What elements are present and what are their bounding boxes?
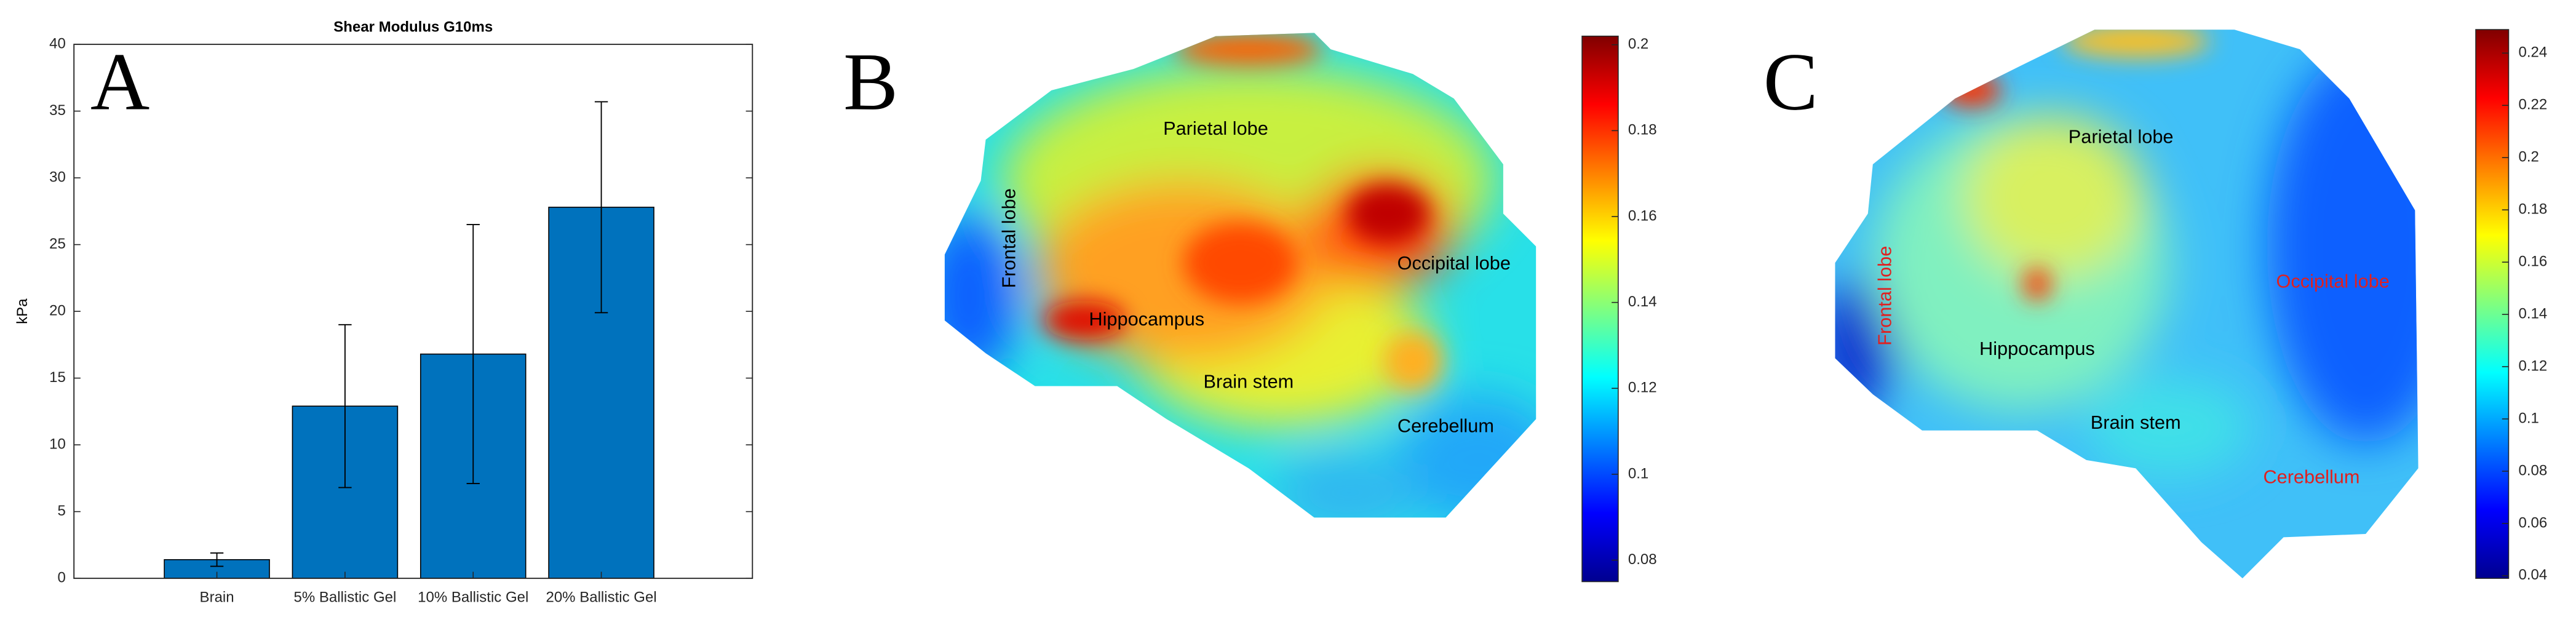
region-label: Occipital lobe	[2276, 270, 2390, 292]
y-tick-label: 20	[49, 302, 66, 319]
colorbar-tick-label: 0.14	[2518, 305, 2547, 322]
colorbar-tick-label: 0.18	[1628, 122, 1657, 138]
region-label: Brain stem	[1204, 370, 1294, 392]
panel-label: B	[843, 36, 898, 127]
y-tick-label: 25	[49, 236, 66, 252]
region-label: Hippocampus	[1089, 308, 1204, 330]
colorbar-tick-label: 0.1	[2518, 410, 2538, 426]
panel-label: C	[1763, 36, 1818, 127]
x-tick-label: 10% Ballistic Gel	[418, 589, 528, 606]
error-bar	[466, 224, 480, 485]
error-bar	[338, 324, 352, 488]
y-axis-label: kPa	[14, 298, 31, 324]
y-tick-label: 40	[49, 35, 66, 52]
y-tick-label: 5	[58, 503, 66, 519]
brain-map-c	[1835, 30, 2419, 579]
y-tick-label: 15	[49, 369, 66, 386]
region-label: Hippocampus	[1979, 338, 2095, 359]
colorbar-tick-label: 0.22	[2518, 97, 2547, 113]
colorbar-tick-label: 0.2	[2518, 149, 2538, 165]
region-label: Brain stem	[2091, 412, 2181, 433]
region-label: Cerebellum	[2263, 466, 2359, 487]
x-tick-label: 20% Ballistic Gel	[546, 589, 656, 606]
colorbar-tick-label: 0.2	[1628, 36, 1648, 52]
error-bar	[210, 552, 224, 567]
colorbar-tick-label: 0.24	[2518, 44, 2547, 61]
region-label: Cerebellum	[1397, 415, 1494, 437]
colorbar-tick-label: 0.14	[1628, 293, 1657, 310]
error-bar	[594, 101, 608, 314]
colorbar-tick-label: 0.08	[2518, 462, 2547, 479]
panel-label: A	[90, 36, 149, 127]
region-label: Frontal lobe	[998, 188, 1020, 288]
colorbar-tick-label: 0.06	[2518, 514, 2547, 531]
x-tick-label: Brain	[200, 589, 234, 606]
chart-title: Shear Modulus G10ms	[333, 19, 493, 36]
colorbar	[1581, 35, 1619, 583]
x-tick-label: 5% Ballistic Gel	[293, 589, 396, 606]
colorbar-tick-label: 0.12	[1628, 380, 1657, 396]
axes-box	[73, 44, 753, 579]
region-label: Frontal lobe	[1874, 246, 1895, 346]
colorbar-tick-label: 0.12	[2518, 357, 2547, 374]
region-label: Parietal lobe	[1163, 117, 1268, 139]
colorbar-tick-label: 0.16	[1628, 207, 1657, 224]
y-tick-label: 35	[49, 102, 66, 119]
colorbar-tick-label: 0.08	[1628, 551, 1657, 568]
region-label: Occipital lobe	[1397, 252, 1511, 274]
y-tick-label: 10	[49, 436, 66, 452]
colorbar-tick-label: 0.16	[2518, 253, 2547, 269]
brain-map-b	[944, 33, 1536, 518]
colorbar-tick-label: 0.18	[2518, 201, 2547, 218]
y-tick-label: 0	[58, 569, 66, 586]
colorbar-tick-label: 0.1	[1628, 465, 1648, 482]
colorbar-tick-label: 0.04	[2518, 567, 2547, 583]
colorbar	[2475, 29, 2510, 579]
y-tick-label: 30	[49, 169, 66, 185]
region-label: Parietal lobe	[2069, 125, 2174, 147]
